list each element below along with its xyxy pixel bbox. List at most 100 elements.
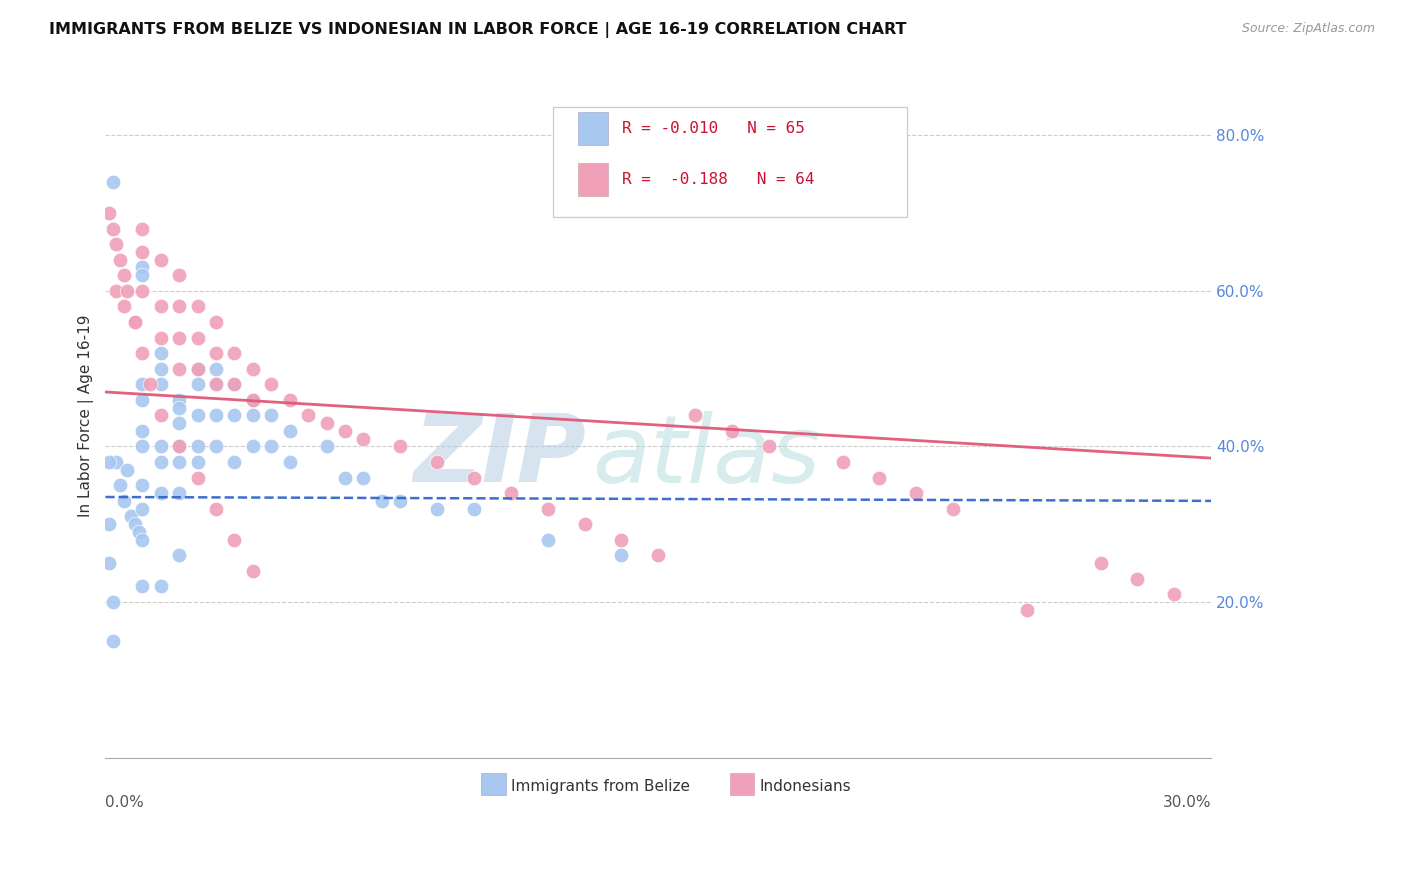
Point bbox=[260, 377, 283, 392]
Point bbox=[149, 579, 172, 593]
Point bbox=[1126, 572, 1149, 586]
Point bbox=[205, 409, 228, 423]
Point bbox=[124, 315, 146, 329]
Point bbox=[647, 549, 669, 563]
Point bbox=[574, 517, 596, 532]
Text: atlas: atlas bbox=[592, 411, 820, 502]
Point bbox=[242, 409, 264, 423]
Point bbox=[205, 377, 228, 392]
Point bbox=[333, 424, 356, 438]
Point bbox=[105, 237, 128, 252]
Point bbox=[463, 470, 485, 484]
Point bbox=[242, 439, 264, 453]
Point bbox=[120, 509, 142, 524]
Text: R =  -0.188   N = 64: R = -0.188 N = 64 bbox=[621, 172, 814, 187]
Point bbox=[278, 392, 301, 407]
Point bbox=[167, 392, 190, 407]
Point bbox=[98, 517, 121, 532]
Point bbox=[1015, 603, 1038, 617]
Point bbox=[131, 260, 153, 275]
Point bbox=[131, 392, 153, 407]
Point bbox=[149, 409, 172, 423]
Point bbox=[333, 470, 356, 484]
Point bbox=[426, 455, 449, 469]
Point bbox=[942, 501, 965, 516]
Point bbox=[167, 439, 190, 453]
Point bbox=[117, 284, 139, 298]
Point bbox=[167, 416, 190, 430]
Point bbox=[205, 439, 228, 453]
Point bbox=[167, 268, 190, 283]
Point bbox=[149, 439, 172, 453]
Text: 0.0%: 0.0% bbox=[105, 795, 145, 810]
Point bbox=[101, 634, 124, 648]
Point bbox=[131, 478, 153, 492]
Point bbox=[242, 392, 264, 407]
Point bbox=[124, 517, 146, 532]
Point bbox=[149, 252, 172, 267]
Point bbox=[131, 579, 153, 593]
Point bbox=[105, 284, 128, 298]
Point bbox=[389, 439, 412, 453]
FancyBboxPatch shape bbox=[578, 112, 609, 145]
Point bbox=[101, 595, 124, 609]
Point bbox=[315, 416, 337, 430]
Point bbox=[205, 377, 228, 392]
FancyBboxPatch shape bbox=[578, 163, 609, 196]
Point bbox=[186, 361, 208, 376]
Point bbox=[683, 409, 706, 423]
Point bbox=[149, 377, 172, 392]
Point bbox=[124, 315, 146, 329]
Point bbox=[131, 377, 153, 392]
Point bbox=[167, 330, 190, 344]
Point bbox=[205, 501, 228, 516]
Point bbox=[149, 455, 172, 469]
Point bbox=[389, 494, 412, 508]
Point bbox=[260, 409, 283, 423]
Point bbox=[167, 549, 190, 563]
Point bbox=[537, 533, 560, 547]
Point bbox=[905, 486, 928, 500]
Point bbox=[831, 455, 853, 469]
Point bbox=[224, 377, 246, 392]
FancyBboxPatch shape bbox=[730, 773, 755, 796]
Point bbox=[108, 478, 131, 492]
Point bbox=[149, 299, 172, 313]
Point bbox=[98, 206, 121, 220]
FancyBboxPatch shape bbox=[481, 773, 506, 796]
Point bbox=[186, 439, 208, 453]
Point bbox=[260, 439, 283, 453]
Point bbox=[98, 556, 121, 570]
FancyBboxPatch shape bbox=[553, 107, 907, 217]
Point bbox=[186, 299, 208, 313]
Point bbox=[371, 494, 394, 508]
Point bbox=[224, 346, 246, 360]
Point bbox=[112, 299, 135, 313]
Point bbox=[205, 361, 228, 376]
Point bbox=[186, 361, 208, 376]
Point bbox=[131, 284, 153, 298]
Point bbox=[242, 564, 264, 578]
Point bbox=[224, 533, 246, 547]
Point bbox=[352, 432, 374, 446]
Point bbox=[149, 361, 172, 376]
Point bbox=[167, 455, 190, 469]
Point bbox=[297, 409, 319, 423]
Point bbox=[242, 361, 264, 376]
Point bbox=[149, 346, 172, 360]
Point bbox=[131, 346, 153, 360]
Point bbox=[131, 439, 153, 453]
Point bbox=[224, 377, 246, 392]
Point bbox=[205, 315, 228, 329]
Point bbox=[1163, 587, 1185, 601]
Point bbox=[610, 533, 633, 547]
Point bbox=[278, 424, 301, 438]
Point bbox=[167, 361, 190, 376]
Point bbox=[131, 221, 153, 235]
Point bbox=[108, 252, 131, 267]
Point bbox=[149, 330, 172, 344]
Point bbox=[278, 455, 301, 469]
Point bbox=[131, 244, 153, 259]
Y-axis label: In Labor Force | Age 16-19: In Labor Force | Age 16-19 bbox=[79, 314, 94, 516]
Point bbox=[610, 549, 633, 563]
